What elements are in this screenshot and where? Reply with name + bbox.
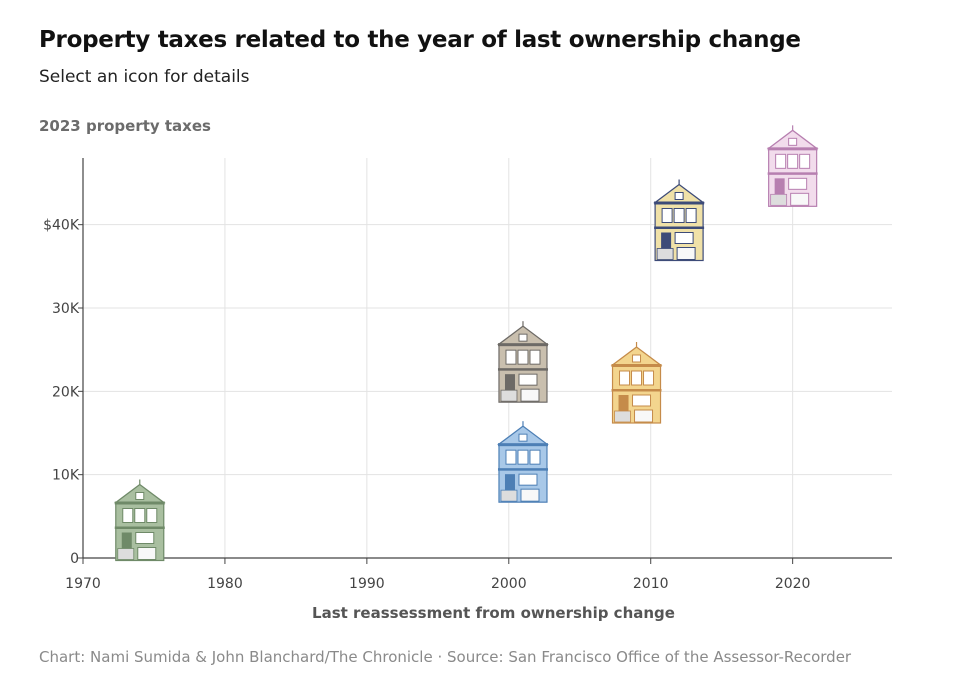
- x-tick-label: 1970: [65, 576, 101, 592]
- y-tick-label: 20K: [52, 384, 80, 400]
- x-tick-label: 1980: [207, 576, 243, 592]
- x-tick-label: 2010: [633, 576, 669, 592]
- chart-title: Property taxes related to the year of la…: [39, 27, 801, 53]
- gridlines: [83, 158, 892, 558]
- x-axis-ticks: 1970 1980 1990 2000 2010 2020: [65, 558, 810, 592]
- house-icon-point[interactable]: [497, 421, 549, 503]
- house-icon-point[interactable]: [653, 179, 706, 262]
- data-points: [113, 125, 819, 562]
- house-icon-point[interactable]: [497, 321, 549, 403]
- y-axis-label: 2023 property taxes: [39, 117, 211, 135]
- y-tick-label: 0: [70, 551, 79, 567]
- house-icon-point[interactable]: [113, 479, 166, 562]
- house-icon-point[interactable]: [766, 125, 819, 207]
- y-tick-label: 10K: [52, 468, 80, 484]
- y-tick-label: 30K: [52, 301, 80, 317]
- chart-subtitle: Select an icon for details: [39, 67, 250, 87]
- chart-source-credit: Chart: Nami Sumida & John Blanchard/The …: [39, 648, 852, 666]
- y-axis-ticks: 0 10K 20K 30K $40K: [43, 218, 83, 567]
- x-tick-label: 2020: [775, 576, 811, 592]
- x-axis-label: Last reassessment from ownership change: [312, 604, 675, 622]
- y-tick-label: $40K: [43, 218, 80, 234]
- house-icon-point[interactable]: [610, 342, 663, 424]
- x-tick-label: 2000: [491, 576, 527, 592]
- axes: [82, 158, 892, 559]
- x-tick-label: 1990: [349, 576, 385, 592]
